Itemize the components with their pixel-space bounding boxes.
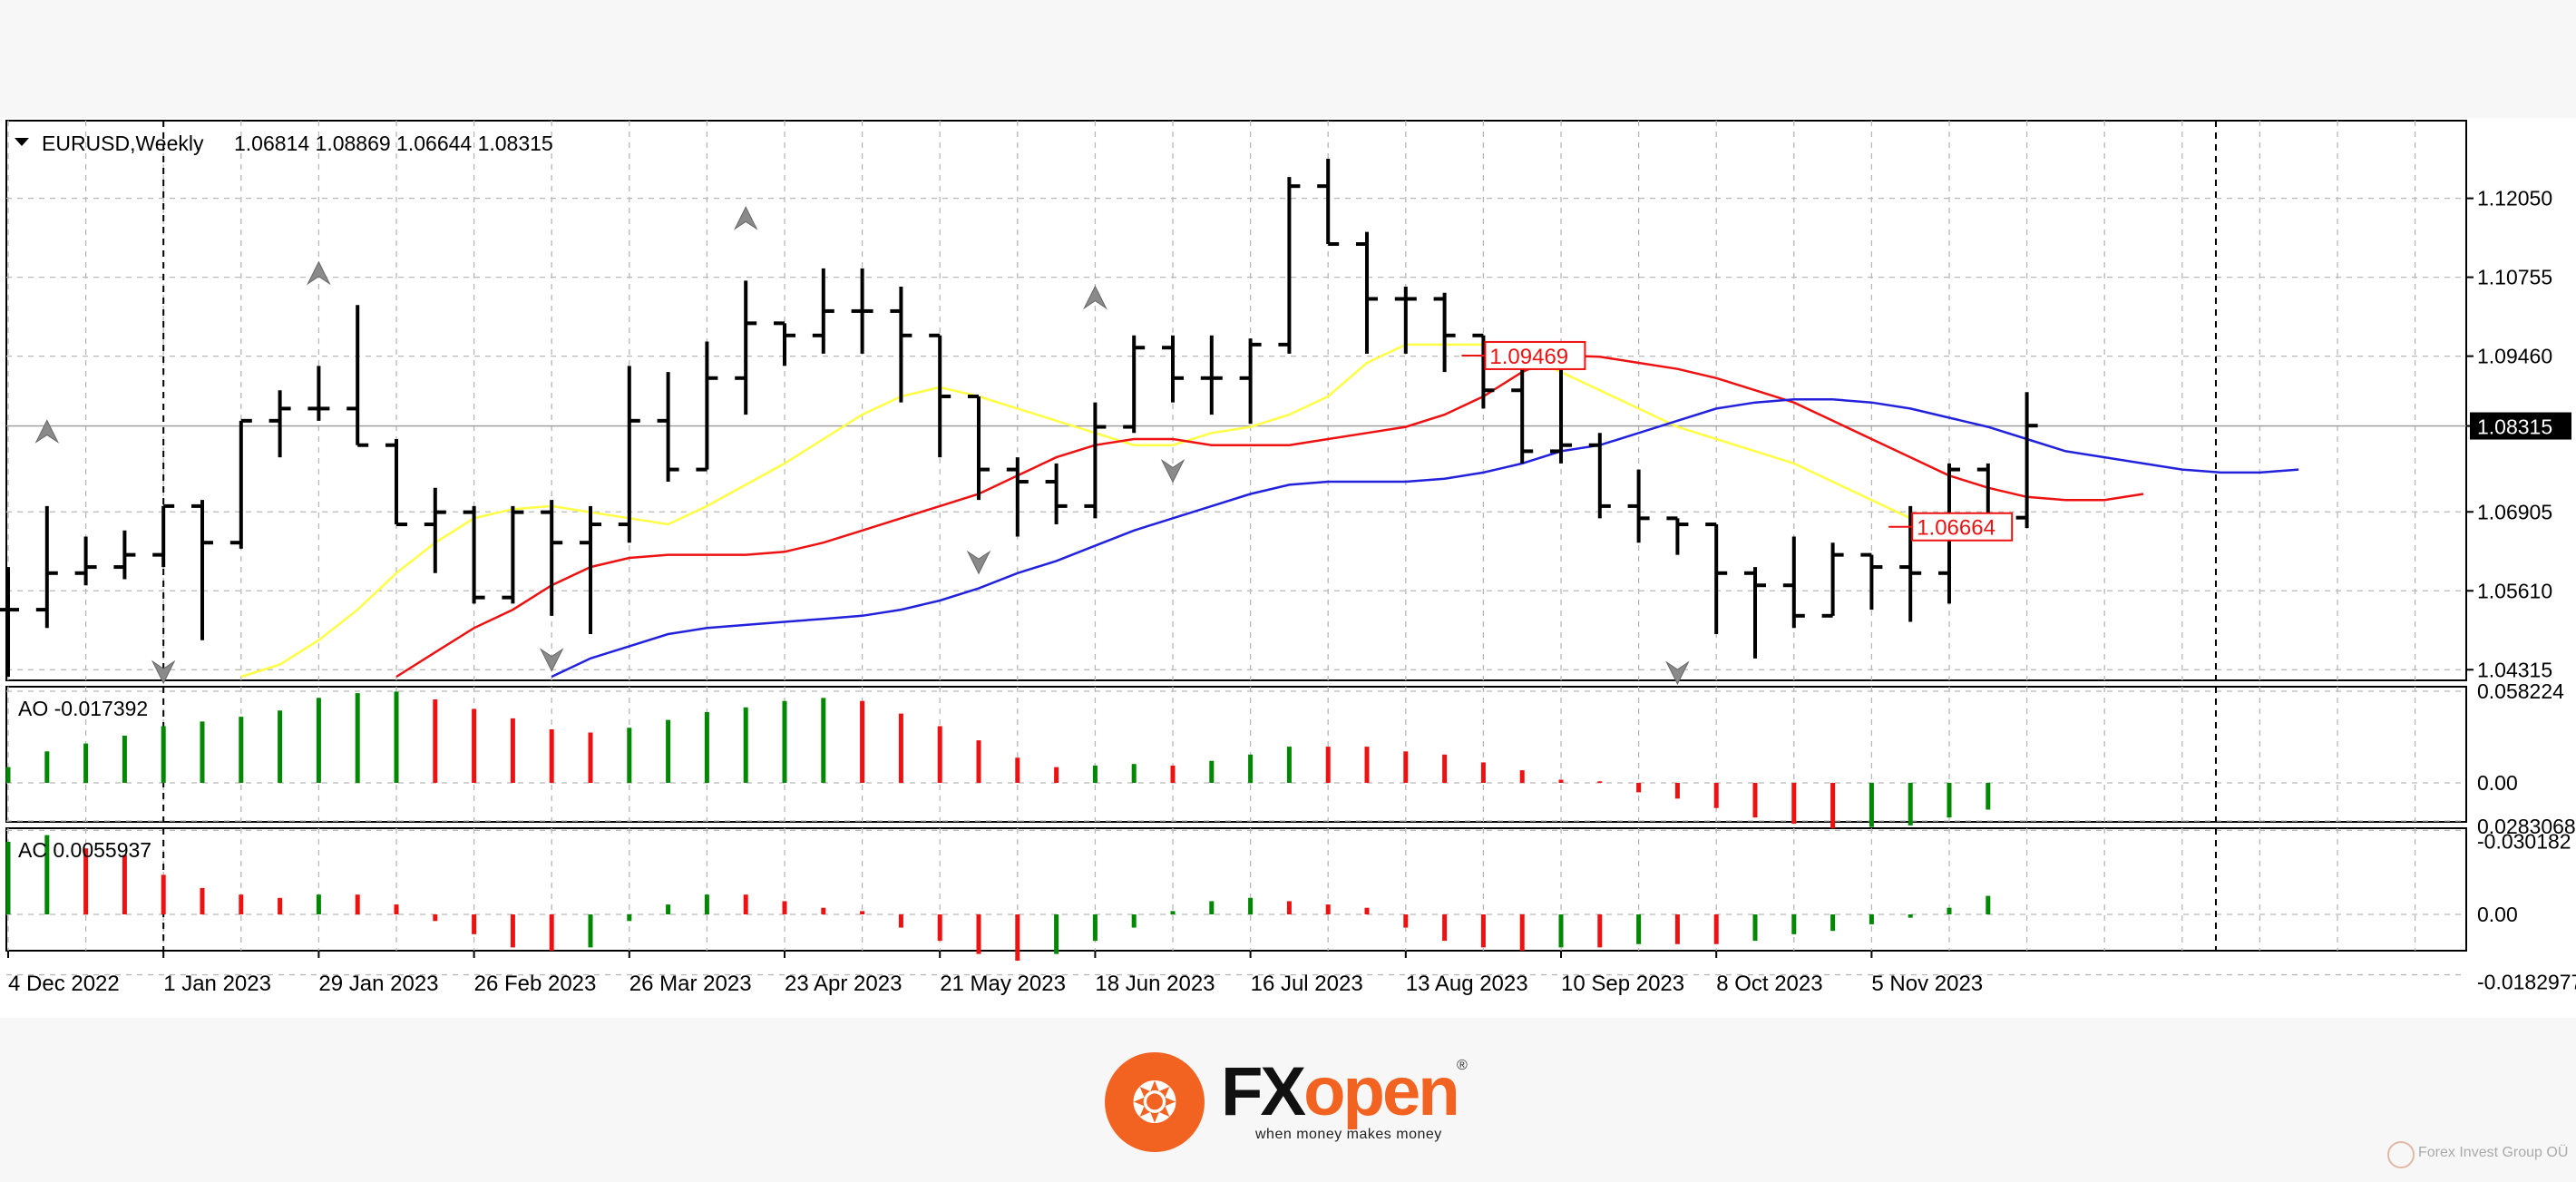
logo-wordmark: FXopen: [1221, 1058, 1460, 1127]
ac-tick-label: -0.0182977: [2477, 971, 2576, 994]
fractal-up-icon: [307, 260, 331, 286]
price-tick-label: 1.10755: [2477, 266, 2552, 289]
date-tick-label: 18 Jun 2023: [1095, 972, 1215, 996]
date-tick-label: 10 Sep 2023: [1561, 972, 1684, 996]
ao-pane: [5, 686, 2467, 823]
ac-title: AC 0.0055937: [18, 838, 151, 862]
ma-mid-line: [395, 354, 2144, 679]
ma-fast-label: 1.06664: [1917, 516, 1995, 541]
chart-ohlc: 1.06814 1.08869 1.06644 1.08315: [234, 132, 553, 155]
date-tick-label: 23 Apr 2023: [785, 972, 902, 996]
ao-tick-label: 0.058224: [2477, 679, 2564, 703]
date-tick-label: 4 Dec 2022: [8, 972, 120, 996]
ao-tick-label: -0.030182: [2477, 829, 2571, 853]
ma-mid-label-box: [1484, 340, 1586, 370]
ac-pane: [5, 827, 2467, 952]
chart-window: 1.09469 1.06664 1.12050 1.10755 1.09460 1.08…: [0, 118, 2576, 1018]
price-tick-label: 1.06905: [2477, 500, 2552, 523]
company-seal-icon: [2387, 1141, 2415, 1168]
date-tick-label: 8 Oct 2023: [1716, 972, 1822, 996]
fractal-up-icon: [733, 206, 758, 230]
dropdown-triangle-icon[interactable]: [15, 138, 29, 146]
ac-tick-label: 0.0283068: [2477, 815, 2576, 838]
logo-tagline: when money makes money: [1255, 1127, 1442, 1142]
price-tick-label: 1.12050: [2477, 187, 2552, 210]
fractal-down-icon: [539, 648, 564, 672]
ma-fast-label-box: [1911, 512, 2014, 542]
fractal-up-icon: [1083, 285, 1107, 310]
date-tick-label: 26 Feb 2023: [474, 972, 597, 996]
date-tick-label: 16 Jul 2023: [1251, 972, 1363, 996]
dragon-icon: ❂: [1105, 1052, 1205, 1152]
current-price-label: 1.08315: [2477, 415, 2552, 439]
fractal-down-icon: [966, 550, 991, 575]
price-tick-label: 1.05610: [2477, 579, 2552, 602]
date-tick-label: 26 Mar 2023: [629, 972, 752, 996]
ma-fast-line: [240, 343, 1988, 679]
fxopen-logo[interactable]: ❂ FXopen ® when money makes money: [1105, 1052, 1477, 1152]
date-tick-label: 29 Jan 2023: [318, 972, 438, 996]
date-tick-label: 5 Nov 2023: [1871, 972, 1983, 996]
ao-title: AO -0.017392: [18, 697, 148, 720]
date-tick-label: 21 May 2023: [940, 972, 1066, 996]
fractal-down-icon: [1665, 660, 1690, 686]
ac-tick-label: 0.00: [2477, 903, 2518, 926]
ma-slow-line: [551, 398, 2299, 679]
footer: ❂ FXopen ® when money makes money Forex …: [0, 1018, 2576, 1182]
current-price-box: [2470, 412, 2571, 440]
fractal-up-icon: [34, 419, 60, 444]
company-name: Forex Invest Group OÜ: [2418, 1145, 2569, 1160]
price-tick-label: 1.04315: [2477, 658, 2552, 681]
price-pane: [5, 120, 2467, 681]
logo-open: open: [1303, 1053, 1460, 1130]
price-tick-label: 1.09460: [2477, 345, 2552, 368]
fractal-down-icon: [151, 659, 176, 685]
ao-tick-label: 0.00: [2477, 771, 2518, 795]
date-tick-label: 1 Jan 2023: [163, 972, 271, 996]
chart-canvas: 1.09469 1.06664 1.12050 1.10755 1.09460 1.08…: [0, 120, 2576, 996]
fractal-down-icon: [1160, 458, 1186, 484]
chart-symbol: EURUSD,Weekly: [42, 132, 204, 155]
ma-mid-label: 1.09469: [1489, 345, 1568, 369]
registered-mark: ®: [1457, 1058, 1468, 1073]
date-tick-label: 13 Aug 2023: [1406, 972, 1528, 996]
logo-fx: FX: [1221, 1053, 1306, 1130]
